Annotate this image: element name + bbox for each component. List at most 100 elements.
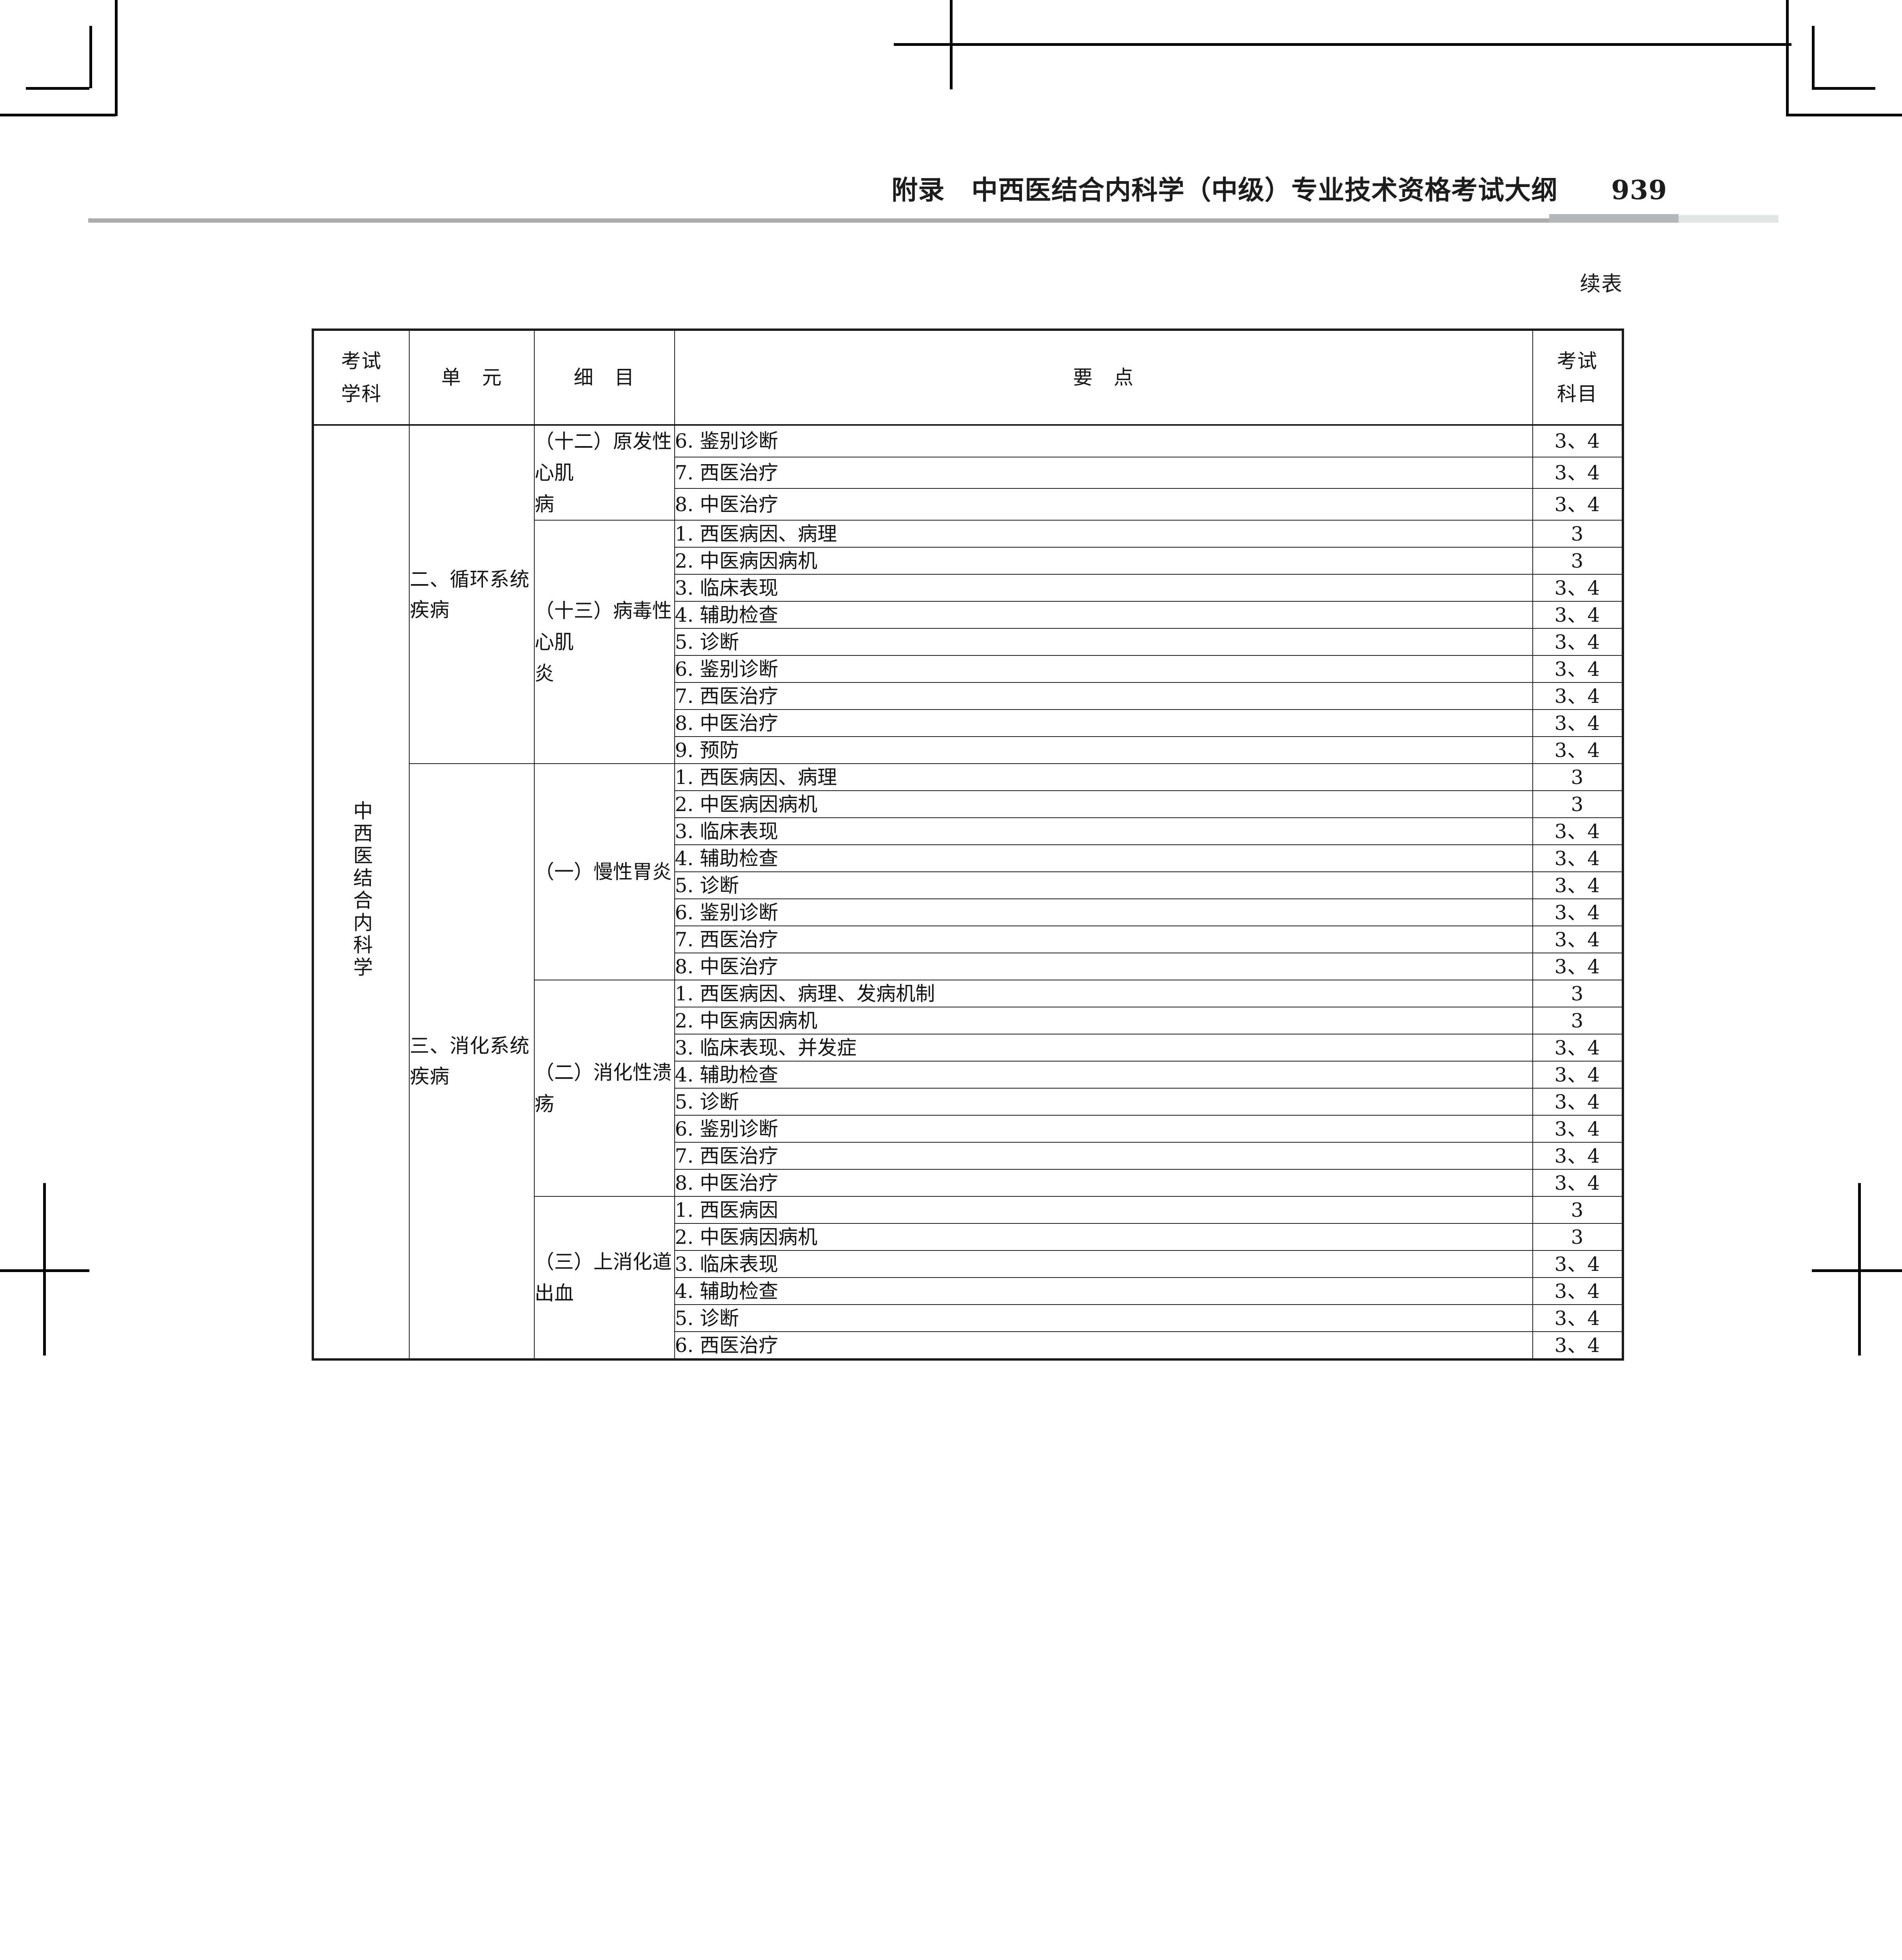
cell-exam-subject-code: 3、4 — [1532, 456, 1624, 489]
table-row: 3. 临床表现 3、4 — [313, 574, 1624, 602]
table-header-row: 考试 学科单 元细 目要 点考试 科目 — [312, 329, 1624, 426]
cell-point: 7. 西医治疗 — [674, 456, 1533, 489]
cell-exam-subject-code: 3、4 — [1532, 953, 1624, 980]
table-row: （二）消化性溃疡 1. 西医病因、病理、发病机制 3 — [313, 980, 1624, 1197]
running-head-rule — [88, 218, 1691, 223]
running-head-title: 附录 中西医结合内科学（中级）专业技术资格考试大纲 939 — [891, 174, 1667, 205]
table-row: 6. 西医治疗 3、4 — [313, 1331, 1624, 1360]
cell-point: 9. 预防 — [674, 736, 1533, 764]
cell-point: 2. 中医病因病机 — [674, 1007, 1533, 1034]
cell-unit-2: 三、消化系统 疾病 — [409, 763, 535, 1360]
running-head-rule-accent-light — [1679, 215, 1779, 223]
table-row: 5. 诊断 3、4 — [313, 1088, 1624, 1116]
cell-point: 7. 西医治疗 — [674, 1142, 1533, 1170]
table-row: 9. 预防 3、4 — [313, 736, 1624, 764]
crop-mark-top-left-inner-v — [89, 26, 92, 88]
cell-point: 2. 中医病因病机 — [674, 790, 1533, 818]
cell-exam-subject-code: 3 — [1532, 1007, 1624, 1034]
running-head-rule-accent — [1549, 214, 1679, 223]
cell-point: 1. 西医病因、病理 — [674, 520, 1533, 548]
cell-exam-subject-code: 3、4 — [1532, 425, 1624, 457]
cell-exam-subject-code: 3、4 — [1532, 709, 1624, 737]
table-row: 5. 诊断 3、4 — [313, 628, 1624, 656]
crop-mark-top-left-vertical — [115, 0, 118, 116]
cell-point: 3. 临床表现 — [674, 574, 1533, 602]
cell-exam-subject-code: 3、4 — [1532, 736, 1624, 764]
cell-exam-subject-code: 3、4 — [1532, 574, 1624, 602]
cell-point: 1. 西医病因、病理 — [674, 763, 1533, 791]
crop-mark-top-right-inner-v — [1812, 26, 1815, 88]
cell-exam-subject-code: 3、4 — [1532, 844, 1624, 872]
cell-exam-subject-code: 3、4 — [1532, 1034, 1624, 1062]
table-row: 7. 西医治疗 3、4 — [313, 1142, 1624, 1170]
cell-point: 3. 临床表现 — [674, 817, 1533, 845]
cell-point: 4. 辅助检查 — [674, 601, 1533, 629]
table-row: 4. 辅助检查 3、4 — [313, 844, 1624, 872]
cell-detail-2-2: （二）消化性溃疡 — [534, 980, 675, 1197]
cell-point: 8. 中医治疗 — [674, 953, 1533, 980]
crop-mark-top-right-horizontal — [1786, 114, 1902, 116]
running-head: 附录 中西医结合内科学（中级）专业技术资格考试大纲 939 — [88, 169, 1779, 235]
cell-point: 5. 诊断 — [674, 1088, 1533, 1116]
table-row: 3. 临床表现 3、4 — [313, 1250, 1624, 1278]
cell-exam-subject-code: 3、4 — [1532, 1142, 1624, 1170]
cell-point: 3. 临床表现 — [674, 1250, 1533, 1278]
table-row: （三）上消化道出血 1. 西医病因 3 — [313, 1196, 1624, 1360]
column-header-detail: 细 目 — [534, 329, 675, 426]
cell-point: 6. 鉴别诊断 — [674, 655, 1533, 683]
crop-mark-top-left-horizontal — [0, 114, 116, 116]
cell-exam-subject-code: 3、4 — [1532, 628, 1624, 656]
table-row: 5. 诊断 3、4 — [313, 1304, 1624, 1332]
cell-exam-subject-code: 3、4 — [1532, 1061, 1624, 1089]
table-row: 8. 中医治疗 3、4 — [313, 709, 1624, 737]
cell-point: 8. 中医治疗 — [674, 1169, 1533, 1197]
cell-point: 4. 辅助检查 — [674, 844, 1533, 872]
cell-exam-subject-code: 3、4 — [1532, 601, 1624, 629]
cell-exam-subject-code: 3 — [1532, 547, 1624, 575]
table-row: 3. 临床表现 3、4 — [313, 817, 1624, 845]
table-row: 7. 西医治疗 3、4 — [313, 926, 1624, 953]
exam-outline-table: 考试 学科单 元细 目要 点考试 科目中西医结合内科学 二、循环系统 疾病 （十二）… — [312, 328, 1624, 1361]
table-row: 2. 中医病因病机 3 — [313, 547, 1624, 575]
cell-exam-subject-code: 3 — [1532, 980, 1624, 1007]
cell-exam-subject-code: 3、4 — [1532, 655, 1624, 683]
cell-point: 3. 临床表现、并发症 — [674, 1034, 1533, 1062]
cell-point: 4. 辅助检查 — [674, 1277, 1533, 1305]
table-row: 7. 西医治疗 3、4 — [313, 682, 1624, 710]
cell-exam-subject-code: 3、4 — [1532, 682, 1624, 710]
table-row: 4. 辅助检查 3、4 — [313, 601, 1624, 629]
crop-mark-top-right-vertical — [1786, 0, 1789, 116]
column-header-exam: 考试 科目 — [1532, 329, 1624, 426]
table-row: 7. 西医治疗 3、4 — [313, 456, 1624, 489]
table-row: 8. 中医治疗 3、4 — [313, 953, 1624, 980]
cell-point: 6. 鉴别诊断 — [674, 898, 1533, 926]
cell-exam-subject-code: 3 — [1532, 520, 1624, 548]
cell-detail-1-2: （十三）病毒性心肌 炎 — [534, 520, 675, 764]
cell-point: 6. 鉴别诊断 — [674, 425, 1533, 457]
cell-detail-1-1: （十二）原发性心肌 病 — [534, 425, 675, 521]
table-row: 三、消化系统 疾病 （一）慢性胃炎 1. 西医病因、病理 3 — [313, 763, 1624, 1360]
table-row: （十三）病毒性心肌 炎 1. 西医病因、病理 3 — [313, 520, 1624, 764]
column-header-unit: 单 元 — [409, 329, 535, 426]
cell-exam-subject-code: 3、4 — [1532, 926, 1624, 953]
cell-exam-subject-code: 3、4 — [1532, 1304, 1624, 1332]
table-row: 3. 临床表现、并发症 3、4 — [313, 1034, 1624, 1062]
cell-detail-2-3: （三）上消化道出血 — [534, 1196, 675, 1360]
cell-unit-1: 二、循环系统 疾病 — [409, 425, 535, 764]
cell-exam-subject-code: 3、4 — [1532, 1088, 1624, 1116]
table-row: 6. 鉴别诊断 3、4 — [313, 898, 1624, 926]
continued-table-label: 续表 — [1580, 272, 1623, 296]
table-row: 6. 鉴别诊断 3、4 — [313, 1115, 1624, 1143]
cell-subject-text: 中西医结合内科学 — [350, 800, 373, 979]
table-row: 4. 辅助检查 3、4 — [313, 1061, 1624, 1089]
cell-exam-subject-code: 3、4 — [1532, 1250, 1624, 1278]
cell-exam-subject-code: 3、4 — [1532, 1115, 1624, 1143]
cell-exam-subject-code: 3、4 — [1532, 1331, 1624, 1360]
cell-point: 5. 诊断 — [674, 1304, 1533, 1332]
crop-mark-top-left-inner-h — [26, 87, 89, 90]
table-row: 2. 中医病因病机 3 — [313, 1007, 1624, 1034]
cell-point: 1. 西医病因、病理、发病机制 — [674, 980, 1533, 1007]
column-header-point: 要 点 — [674, 329, 1533, 426]
table-row: 5. 诊断 3、4 — [313, 871, 1624, 899]
cell-point: 7. 西医治疗 — [674, 682, 1533, 710]
